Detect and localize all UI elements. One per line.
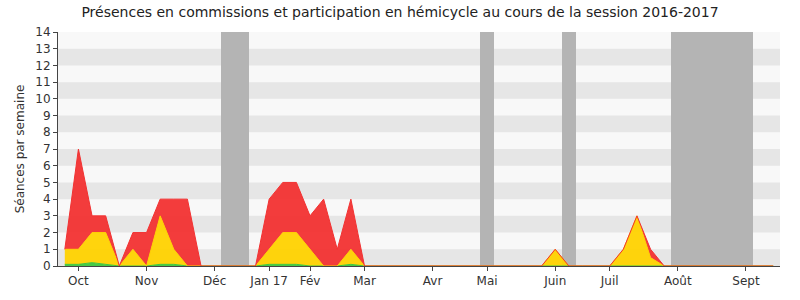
svg-text:Nov: Nov	[135, 274, 158, 288]
svg-text:Fév: Fév	[300, 274, 321, 288]
svg-text:2: 2	[43, 226, 51, 240]
svg-text:Mar: Mar	[353, 274, 376, 288]
svg-text:6: 6	[43, 159, 51, 173]
svg-text:9: 9	[43, 109, 51, 123]
svg-text:Sept: Sept	[732, 274, 760, 288]
svg-text:8: 8	[43, 125, 51, 139]
svg-text:Mai: Mai	[477, 274, 498, 288]
svg-text:14: 14	[35, 25, 50, 39]
svg-text:11: 11	[35, 75, 50, 89]
svg-text:Présences en commissions et pa: Présences en commissions et participatio…	[81, 4, 718, 20]
svg-text:10: 10	[35, 92, 50, 106]
svg-text:0: 0	[43, 259, 51, 273]
svg-text:Juil: Juil	[600, 274, 619, 288]
svg-text:Avr: Avr	[423, 274, 443, 288]
svg-text:7: 7	[43, 142, 51, 156]
svg-text:4: 4	[43, 192, 51, 206]
svg-text:1: 1	[43, 242, 51, 256]
svg-text:Juin: Juin	[543, 274, 566, 288]
svg-text:12: 12	[35, 59, 50, 73]
svg-text:3: 3	[43, 209, 51, 223]
svg-text:Déc: Déc	[203, 274, 226, 288]
svg-text:5: 5	[43, 176, 51, 190]
svg-text:Jan 17: Jan 17	[249, 274, 288, 288]
svg-text:Oct: Oct	[68, 274, 89, 288]
svg-text:Août: Août	[664, 274, 692, 288]
svg-text:13: 13	[35, 42, 50, 56]
svg-text:Séances par semaine: Séances par semaine	[13, 85, 27, 214]
